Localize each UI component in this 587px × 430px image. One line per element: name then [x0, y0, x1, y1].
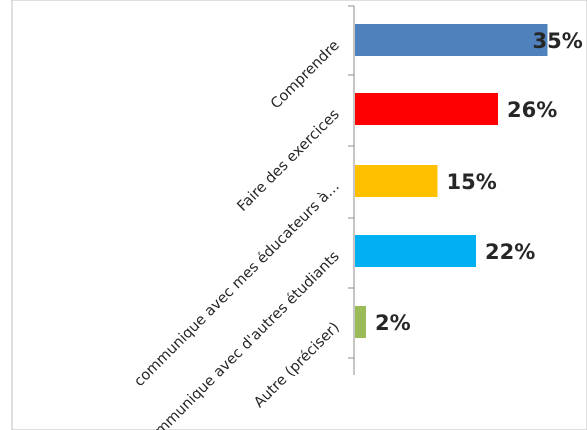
bar-series	[355, 24, 548, 338]
data-label-2: 26%	[507, 98, 557, 122]
data-label-1: 35%	[533, 29, 583, 53]
category-axis	[348, 5, 355, 375]
chart-border	[11, 0, 587, 430]
data-labels: 35% 26% 15% 22% 2%	[375, 29, 583, 335]
bar-3	[355, 165, 438, 197]
data-label-5: 2%	[375, 311, 411, 335]
bar-5	[355, 306, 366, 338]
bar-1	[355, 24, 548, 56]
data-label-3: 15%	[447, 170, 497, 194]
bar-4	[355, 235, 476, 267]
data-label-4: 22%	[485, 240, 535, 264]
bar-2	[355, 93, 498, 125]
